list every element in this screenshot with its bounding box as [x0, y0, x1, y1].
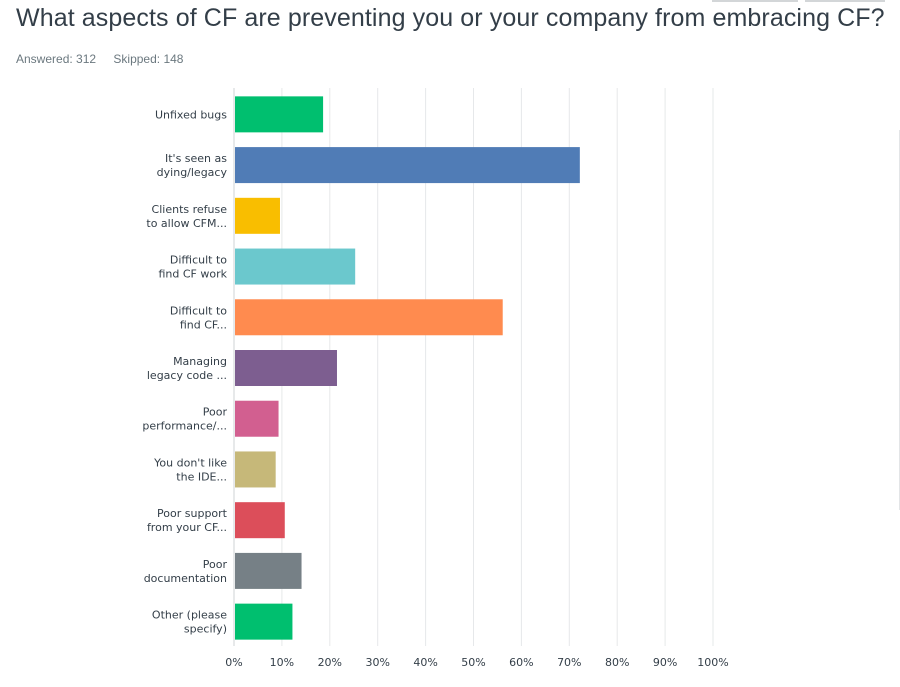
- category-label: documentation: [144, 572, 227, 585]
- x-tick-label: 80%: [605, 656, 629, 669]
- category-label: Other (please: [152, 609, 227, 622]
- x-tick-label: 0%: [225, 656, 242, 669]
- top-tab-right: [805, 0, 885, 2]
- category-label: specify): [184, 623, 227, 636]
- answered-count: Answered: 312: [16, 52, 97, 66]
- x-tick-label: 30%: [365, 656, 389, 669]
- bar[interactable]: [235, 248, 356, 285]
- response-stats: Answered: 312 Skipped: 148: [16, 52, 197, 66]
- top-tab-left: [712, 0, 798, 2]
- bar[interactable]: [235, 502, 285, 539]
- category-label: find CF...: [180, 318, 227, 331]
- x-tick-label: 20%: [318, 656, 342, 669]
- category-label: Difficult to: [170, 254, 227, 267]
- category-label: find CF work: [158, 268, 227, 281]
- bar[interactable]: [235, 299, 503, 336]
- category-label: the IDE...: [176, 470, 227, 483]
- category-label: Difficult to: [170, 304, 227, 317]
- category-label: Poor: [203, 406, 228, 419]
- x-tick-label: 60%: [509, 656, 533, 669]
- bar[interactable]: [235, 197, 280, 234]
- x-tick-label: 100%: [697, 656, 728, 669]
- x-tick-label: 50%: [461, 656, 485, 669]
- category-label: Managing: [173, 355, 227, 368]
- category-label: Clients refuse: [152, 203, 228, 216]
- x-tick-label: 90%: [653, 656, 677, 669]
- category-label: legacy code ...: [147, 369, 227, 382]
- x-tick-label: 70%: [557, 656, 581, 669]
- bar[interactable]: [235, 350, 337, 386]
- skipped-count: Skipped: 148: [113, 52, 184, 66]
- bar[interactable]: [235, 147, 580, 184]
- category-label: Unfixed bugs: [155, 108, 227, 121]
- x-tick-label: 10%: [270, 656, 294, 669]
- bar[interactable]: [235, 603, 293, 640]
- category-label: to allow CFM...: [146, 217, 227, 230]
- category-label: from your CF...: [147, 521, 227, 534]
- bar[interactable]: [235, 96, 324, 133]
- bar[interactable]: [235, 400, 279, 437]
- category-label: It's seen as: [165, 152, 227, 165]
- category-label: Poor: [203, 558, 228, 571]
- category-label: You don't like: [153, 456, 227, 469]
- bar[interactable]: [235, 451, 276, 488]
- question-title: What aspects of CF are preventing you or…: [16, 4, 885, 32]
- category-label: performance/...: [142, 420, 227, 433]
- category-label: Poor support: [157, 507, 228, 520]
- bar[interactable]: [235, 552, 302, 589]
- x-tick-label: 40%: [413, 656, 437, 669]
- category-label: dying/legacy: [157, 166, 228, 179]
